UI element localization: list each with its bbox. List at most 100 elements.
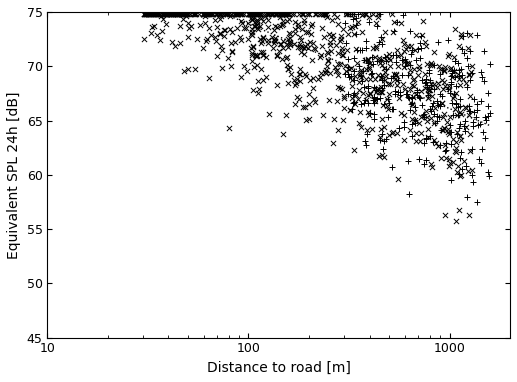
Point xyxy=(199,11,207,17)
Point xyxy=(320,11,328,17)
Point xyxy=(466,108,475,114)
Point xyxy=(180,68,189,74)
Point xyxy=(417,45,425,52)
Point xyxy=(416,114,424,120)
Point xyxy=(457,66,465,72)
Point xyxy=(201,13,209,19)
Point xyxy=(302,73,310,79)
Point xyxy=(284,66,292,72)
Point xyxy=(363,60,372,66)
Point xyxy=(416,55,424,61)
Point xyxy=(372,89,380,95)
Point xyxy=(174,11,182,17)
Y-axis label: Equivalent SPL 24h [dB]: Equivalent SPL 24h [dB] xyxy=(7,91,21,259)
Point xyxy=(305,91,313,97)
Point xyxy=(381,54,389,60)
Point xyxy=(200,11,208,17)
Point xyxy=(165,11,173,17)
Point xyxy=(392,72,400,78)
Point xyxy=(433,113,442,119)
Point xyxy=(142,11,150,17)
Point xyxy=(372,45,381,51)
Point xyxy=(376,57,385,63)
Point xyxy=(457,137,465,143)
Point xyxy=(225,26,234,32)
Point xyxy=(285,16,293,22)
Point xyxy=(354,96,362,102)
Point xyxy=(163,11,172,17)
Point xyxy=(218,47,226,53)
Point xyxy=(154,11,162,17)
Point xyxy=(177,11,186,17)
Point xyxy=(299,11,308,17)
Point xyxy=(269,26,278,32)
Point xyxy=(250,11,258,17)
Point xyxy=(318,43,326,49)
Point xyxy=(394,125,403,131)
Point xyxy=(302,117,310,123)
Point xyxy=(184,11,192,17)
Point xyxy=(355,120,363,126)
Point xyxy=(212,38,220,44)
Point xyxy=(455,73,463,79)
Point xyxy=(323,14,331,20)
Point xyxy=(430,86,438,92)
Point xyxy=(349,16,358,22)
Point xyxy=(160,11,169,17)
Point xyxy=(141,11,149,17)
Point xyxy=(256,11,265,17)
Point xyxy=(216,31,224,37)
Point xyxy=(392,71,400,77)
Point xyxy=(205,75,214,81)
Point xyxy=(346,25,354,31)
Point xyxy=(172,11,180,17)
Point xyxy=(252,11,260,17)
Point xyxy=(341,20,349,26)
Point xyxy=(253,11,261,17)
Point xyxy=(330,11,339,17)
Point xyxy=(202,11,210,17)
Point xyxy=(147,11,155,17)
Point xyxy=(271,23,279,29)
Point xyxy=(363,100,372,106)
Point xyxy=(306,77,314,83)
Point xyxy=(200,11,208,17)
Point xyxy=(476,121,484,128)
Point xyxy=(381,29,389,35)
Point xyxy=(466,32,475,39)
Point xyxy=(376,137,385,143)
Point xyxy=(447,177,455,183)
Point xyxy=(452,139,460,145)
Point xyxy=(169,11,177,17)
Point xyxy=(386,63,394,70)
Point xyxy=(183,11,191,17)
Point xyxy=(390,19,399,25)
Point xyxy=(207,11,216,17)
Point xyxy=(398,71,406,78)
Point xyxy=(206,11,214,17)
Point xyxy=(348,83,356,89)
Point xyxy=(191,11,199,17)
Point xyxy=(301,42,310,49)
Point xyxy=(140,36,148,42)
Point xyxy=(447,129,455,135)
Point xyxy=(433,118,442,124)
Point xyxy=(446,113,454,120)
Point xyxy=(454,206,463,212)
Point xyxy=(333,67,342,73)
Point xyxy=(242,25,250,31)
Point xyxy=(410,104,419,110)
Point xyxy=(176,11,185,17)
Point xyxy=(420,140,428,146)
Point xyxy=(455,67,463,73)
Point xyxy=(140,11,148,17)
Point xyxy=(399,81,407,87)
Point xyxy=(362,45,370,51)
Point xyxy=(232,11,240,17)
Point xyxy=(455,76,463,82)
Point xyxy=(463,31,472,37)
Point xyxy=(276,41,284,47)
Point xyxy=(350,147,358,153)
Point xyxy=(261,13,269,19)
Point xyxy=(388,164,397,170)
